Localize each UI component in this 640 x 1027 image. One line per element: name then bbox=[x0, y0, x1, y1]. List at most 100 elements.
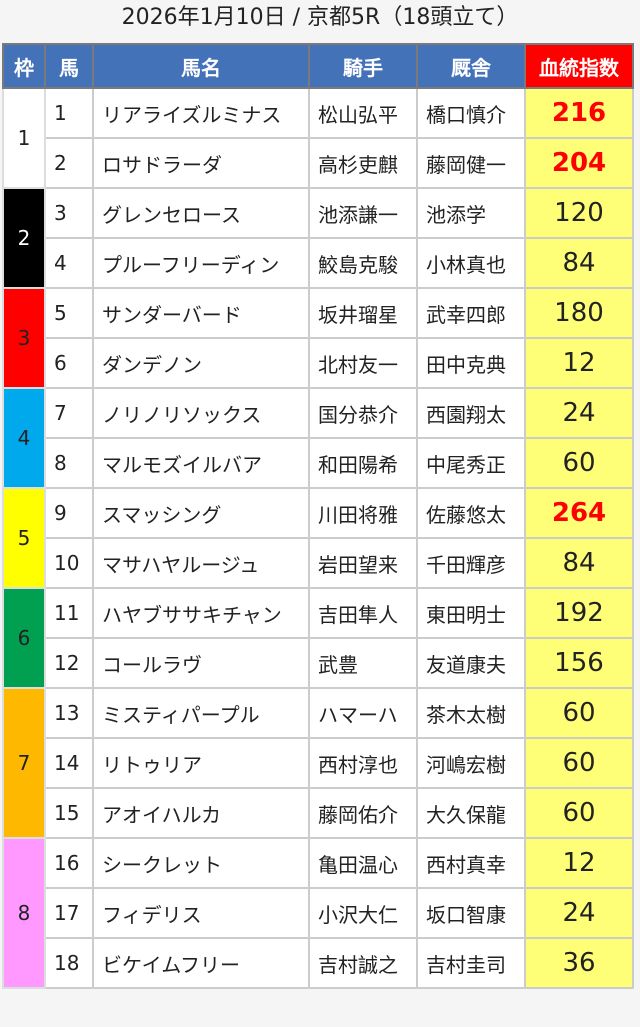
jockey-name: 池添謙一 bbox=[308, 187, 418, 239]
horse-number: 5 bbox=[44, 287, 94, 339]
jockey-name: 川田将雅 bbox=[308, 487, 418, 539]
trainer-name: 坂口智康 bbox=[416, 887, 526, 939]
pedigree-index-value: 264 bbox=[524, 487, 634, 539]
waku-cell: 8 bbox=[2, 837, 46, 989]
horse-name: ノリノリソックス bbox=[92, 387, 310, 439]
horse-number: 8 bbox=[44, 437, 94, 489]
horse-number: 2 bbox=[44, 137, 94, 189]
trainer-name: 大久保龍 bbox=[416, 787, 526, 839]
horse-name: アオイハルカ bbox=[92, 787, 310, 839]
waku-cell: 3 bbox=[2, 287, 46, 389]
trainer-name: 武幸四郎 bbox=[416, 287, 526, 339]
table-row: 4 7 ノリノリソックス 国分恭介 西園翔太 24 bbox=[2, 387, 634, 489]
trainer-name: 田中克典 bbox=[416, 337, 526, 389]
waku-cell: 1 bbox=[2, 87, 46, 189]
table-row: 6 ダンデノン 北村友一 田中克典 12 bbox=[3, 337, 634, 389]
jockey-name: 吉田隼人 bbox=[308, 587, 418, 639]
table-row: 6 11 ハヤブササキチャン 吉田隼人 東田明士 192 bbox=[2, 587, 634, 689]
horse-number: 11 bbox=[44, 587, 94, 639]
horse-number: 17 bbox=[44, 887, 94, 939]
pedigree-index-value: 60 bbox=[524, 687, 634, 739]
pedigree-index-value: 24 bbox=[524, 887, 634, 939]
header-horse-name: 馬名 bbox=[92, 43, 310, 89]
pedigree-index-value: 60 bbox=[524, 787, 634, 839]
header-waku: 枠 bbox=[2, 43, 46, 89]
horse-name: サンダーバード bbox=[92, 287, 310, 339]
horse-name: グレンセロース bbox=[92, 187, 310, 239]
horse-name: ハヤブササキチャン bbox=[92, 587, 310, 639]
horse-number: 1 bbox=[44, 87, 94, 139]
pedigree-index-value: 192 bbox=[524, 587, 634, 639]
header-row: 枠 馬 馬名 騎手 厩舎 血統指数 bbox=[2, 43, 634, 89]
horse-number: 7 bbox=[44, 387, 94, 439]
jockey-name: 鮫島克駿 bbox=[308, 237, 418, 289]
horse-number: 3 bbox=[44, 187, 94, 239]
entries-table: 枠 馬 馬名 騎手 厩舎 血統指数 1 1 リアライズルミナス 松山弘平 橋口慎介 216… bbox=[2, 43, 634, 989]
horse-name: マルモズイルバア bbox=[92, 437, 310, 489]
horse-number: 4 bbox=[44, 237, 94, 289]
trainer-name: 小林真也 bbox=[416, 237, 526, 289]
jockey-name: 北村友一 bbox=[308, 337, 418, 389]
table-row: 2 ロサドラーダ 高杉吏麒 藤岡健一 204 bbox=[3, 137, 634, 189]
waku-cell: 2 bbox=[2, 187, 46, 289]
horse-number: 6 bbox=[44, 337, 94, 389]
trainer-name: 池添学 bbox=[416, 187, 526, 239]
pedigree-index-value: 12 bbox=[524, 837, 634, 889]
pedigree-index-value: 156 bbox=[524, 637, 634, 689]
table-row: 15 アオイハルカ 藤岡佑介 大久保龍 60 bbox=[3, 787, 634, 839]
horse-number: 18 bbox=[44, 937, 94, 989]
trainer-name: 吉村圭司 bbox=[416, 937, 526, 989]
header-jockey: 騎手 bbox=[308, 43, 418, 89]
horse-name: ミスティパープル bbox=[92, 687, 310, 739]
trainer-name: 佐藤悠太 bbox=[416, 487, 526, 539]
trainer-name: 橋口慎介 bbox=[416, 87, 526, 139]
horse-name: コールラヴ bbox=[92, 637, 310, 689]
jockey-name: 坂井瑠星 bbox=[308, 287, 418, 339]
waku-cell: 4 bbox=[2, 387, 46, 489]
horse-name: ダンデノン bbox=[92, 337, 310, 389]
pedigree-index-value: 204 bbox=[524, 137, 634, 189]
table-row: 5 9 スマッシング 川田将雅 佐藤悠太 264 bbox=[2, 487, 634, 589]
jockey-name: 西村淳也 bbox=[308, 737, 418, 789]
jockey-name: 高杉吏麒 bbox=[308, 137, 418, 189]
pedigree-index-value: 60 bbox=[524, 437, 634, 489]
trainer-name: 友道康夫 bbox=[416, 637, 526, 689]
horse-name: リトゥリア bbox=[92, 737, 310, 789]
horse-name: シークレット bbox=[92, 837, 310, 889]
table-row: 3 5 サンダーバード 坂井瑠星 武幸四郎 180 bbox=[2, 287, 634, 389]
jockey-name: 吉村誠之 bbox=[308, 937, 418, 989]
pedigree-index-value: 24 bbox=[524, 387, 634, 439]
pedigree-index-value: 180 bbox=[524, 287, 634, 339]
trainer-name: 藤岡健一 bbox=[416, 137, 526, 189]
table-row: 1 1 リアライズルミナス 松山弘平 橋口慎介 216 bbox=[2, 87, 634, 189]
horse-name: マサハヤルージュ bbox=[92, 537, 310, 589]
horse-name: プルーフリーディン bbox=[92, 237, 310, 289]
horse-name: リアライズルミナス bbox=[92, 87, 310, 139]
pedigree-index-value: 12 bbox=[524, 337, 634, 389]
pedigree-index-value: 60 bbox=[524, 737, 634, 789]
trainer-name: 河嶋宏樹 bbox=[416, 737, 526, 789]
pedigree-index-value: 84 bbox=[524, 537, 634, 589]
table-row: 8 16 シークレット 亀田温心 西村真幸 12 bbox=[2, 837, 634, 989]
waku-cell: 5 bbox=[2, 487, 46, 589]
trainer-name: 中尾秀正 bbox=[416, 437, 526, 489]
table-row: 18 ビケイムフリー 吉村誠之 吉村圭司 36 bbox=[3, 937, 634, 989]
trainer-name: 千田輝彦 bbox=[416, 537, 526, 589]
waku-cell: 7 bbox=[2, 687, 46, 839]
horse-name: ビケイムフリー bbox=[92, 937, 310, 989]
pedigree-index-value: 36 bbox=[524, 937, 634, 989]
horse-number: 15 bbox=[44, 787, 94, 839]
table-row: 2 3 グレンセロース 池添謙一 池添学 120 bbox=[2, 187, 634, 289]
pedigree-index-value: 216 bbox=[524, 87, 634, 139]
pedigree-index-value: 120 bbox=[524, 187, 634, 239]
horse-name: フィデリス bbox=[92, 887, 310, 939]
horse-number: 9 bbox=[44, 487, 94, 539]
horse-number: 12 bbox=[44, 637, 94, 689]
header-pedigree-index: 血統指数 bbox=[524, 43, 634, 89]
horse-number: 16 bbox=[44, 837, 94, 889]
trainer-name: 東田明士 bbox=[416, 587, 526, 639]
horse-number: 14 bbox=[44, 737, 94, 789]
table-row: 10 マサハヤルージュ 岩田望来 千田輝彦 84 bbox=[3, 537, 634, 589]
race-title: 2026年1月10日 / 京都5R（18頭立て） bbox=[121, 5, 519, 30]
jockey-name: 和田陽希 bbox=[308, 437, 418, 489]
